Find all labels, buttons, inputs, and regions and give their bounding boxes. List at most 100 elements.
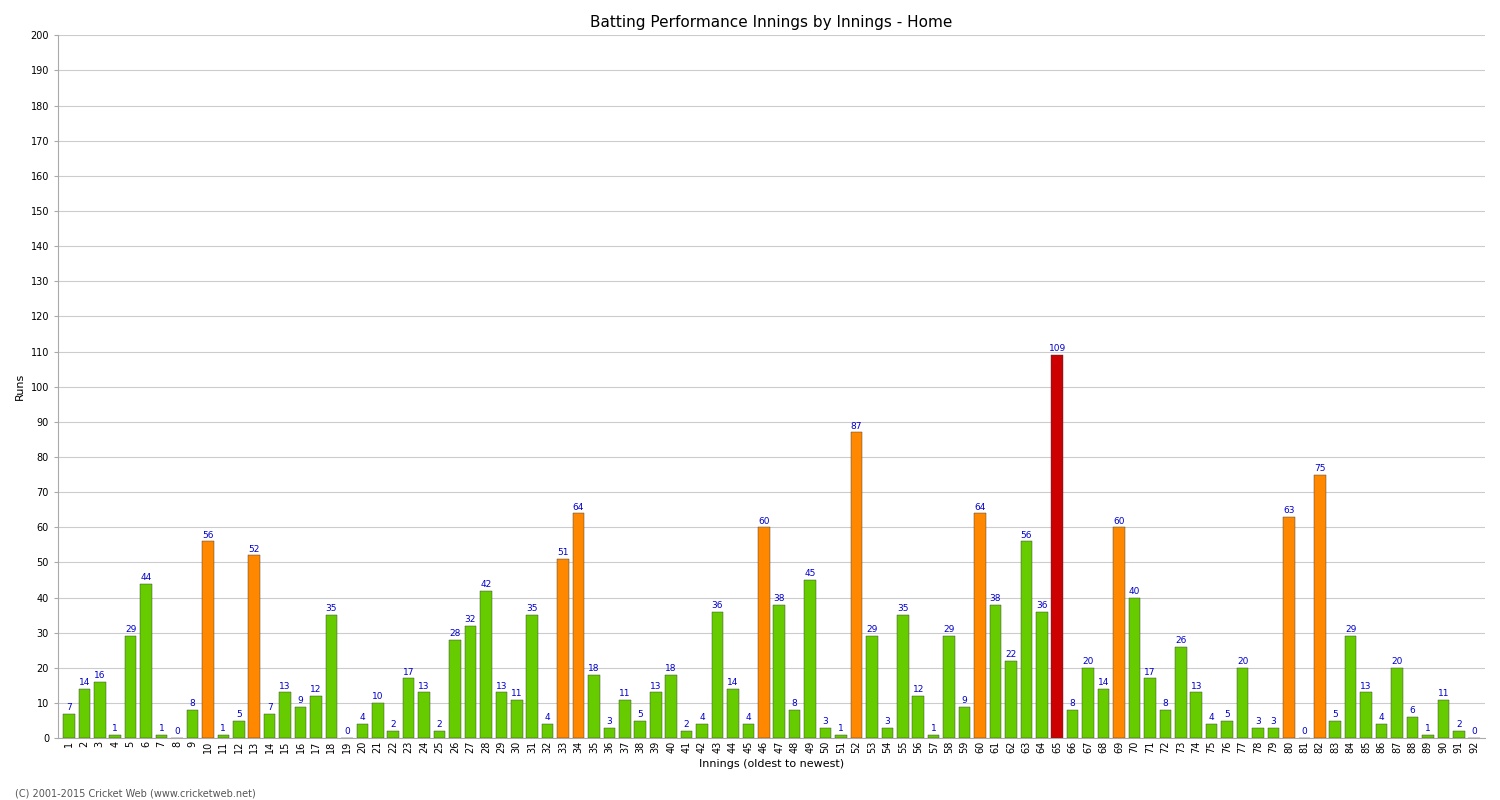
- Bar: [279, 693, 291, 738]
- Bar: [1252, 728, 1264, 738]
- X-axis label: Innings (oldest to newest): Innings (oldest to newest): [699, 759, 844, 769]
- Bar: [1422, 734, 1434, 738]
- Bar: [1407, 717, 1418, 738]
- Bar: [666, 675, 676, 738]
- Text: 3: 3: [606, 717, 612, 726]
- Bar: [110, 734, 122, 738]
- Text: 36: 36: [1036, 601, 1047, 610]
- Text: 60: 60: [1113, 517, 1125, 526]
- Text: 4: 4: [1378, 714, 1384, 722]
- Text: 29: 29: [865, 626, 877, 634]
- Text: 18: 18: [666, 664, 676, 673]
- Bar: [387, 731, 399, 738]
- Text: 4: 4: [1209, 714, 1215, 722]
- Bar: [63, 714, 75, 738]
- Bar: [1160, 710, 1172, 738]
- Text: 7: 7: [267, 703, 273, 712]
- Title: Batting Performance Innings by Innings - Home: Batting Performance Innings by Innings -…: [591, 15, 952, 30]
- Text: 32: 32: [465, 615, 476, 624]
- Bar: [1376, 724, 1388, 738]
- Text: 0: 0: [1302, 727, 1306, 737]
- Text: 38: 38: [990, 594, 1000, 603]
- Text: 12: 12: [310, 686, 321, 694]
- Text: 1: 1: [1425, 724, 1431, 733]
- Text: 64: 64: [975, 502, 986, 511]
- Bar: [650, 693, 662, 738]
- Bar: [542, 724, 554, 738]
- Bar: [526, 615, 538, 738]
- Bar: [573, 514, 585, 738]
- Bar: [1113, 527, 1125, 738]
- Text: 17: 17: [1144, 668, 1155, 677]
- Text: 6: 6: [1410, 706, 1416, 715]
- Bar: [141, 583, 152, 738]
- Bar: [310, 696, 322, 738]
- Text: 3: 3: [1256, 717, 1262, 726]
- Bar: [512, 699, 522, 738]
- Bar: [634, 721, 646, 738]
- Text: 13: 13: [650, 682, 662, 690]
- Text: 4: 4: [699, 714, 705, 722]
- Text: 75: 75: [1314, 464, 1326, 473]
- Text: 1: 1: [159, 724, 165, 733]
- Text: 7: 7: [66, 703, 72, 712]
- Bar: [264, 714, 276, 738]
- Text: 1: 1: [839, 724, 844, 733]
- Text: 11: 11: [512, 689, 522, 698]
- Text: 52: 52: [249, 545, 259, 554]
- Text: 9: 9: [962, 696, 968, 705]
- Bar: [944, 636, 956, 738]
- Bar: [958, 706, 970, 738]
- Bar: [742, 724, 754, 738]
- Bar: [558, 559, 568, 738]
- Text: 29: 29: [1346, 626, 1356, 634]
- Bar: [1454, 731, 1464, 738]
- Text: 0: 0: [1472, 727, 1478, 737]
- Text: 13: 13: [1360, 682, 1372, 690]
- Bar: [480, 590, 492, 738]
- Bar: [912, 696, 924, 738]
- Bar: [232, 721, 244, 738]
- Bar: [1128, 598, 1140, 738]
- Text: 14: 14: [728, 678, 738, 687]
- Bar: [156, 734, 168, 738]
- Text: 2: 2: [436, 720, 442, 730]
- Text: 20: 20: [1083, 657, 1094, 666]
- Text: 2: 2: [390, 720, 396, 730]
- Bar: [1052, 355, 1064, 738]
- Text: 3: 3: [1270, 717, 1276, 726]
- Text: 3: 3: [822, 717, 828, 726]
- Bar: [1083, 668, 1094, 738]
- Text: 60: 60: [758, 517, 770, 526]
- Text: 0: 0: [344, 727, 350, 737]
- Text: 56: 56: [1020, 530, 1032, 540]
- Text: 4: 4: [746, 714, 752, 722]
- Text: 29: 29: [944, 626, 956, 634]
- Bar: [882, 728, 892, 738]
- Text: 44: 44: [141, 573, 152, 582]
- Text: 16: 16: [94, 671, 105, 680]
- Text: 2: 2: [1456, 720, 1461, 730]
- Bar: [1036, 612, 1047, 738]
- Bar: [419, 693, 430, 738]
- Bar: [711, 612, 723, 738]
- Bar: [1314, 474, 1326, 738]
- Bar: [465, 626, 476, 738]
- Bar: [217, 734, 229, 738]
- Bar: [804, 580, 816, 738]
- Text: 5: 5: [236, 710, 242, 719]
- Text: 35: 35: [326, 605, 338, 614]
- Bar: [433, 731, 445, 738]
- Bar: [620, 699, 630, 738]
- Bar: [1005, 661, 1017, 738]
- Text: 14: 14: [78, 678, 90, 687]
- Text: 45: 45: [804, 570, 816, 578]
- Bar: [758, 527, 770, 738]
- Text: 8: 8: [1162, 699, 1168, 708]
- Bar: [1066, 710, 1078, 738]
- Text: 5: 5: [1332, 710, 1338, 719]
- Bar: [357, 724, 368, 738]
- Text: 2: 2: [684, 720, 690, 730]
- Bar: [1346, 636, 1356, 738]
- Bar: [1268, 728, 1280, 738]
